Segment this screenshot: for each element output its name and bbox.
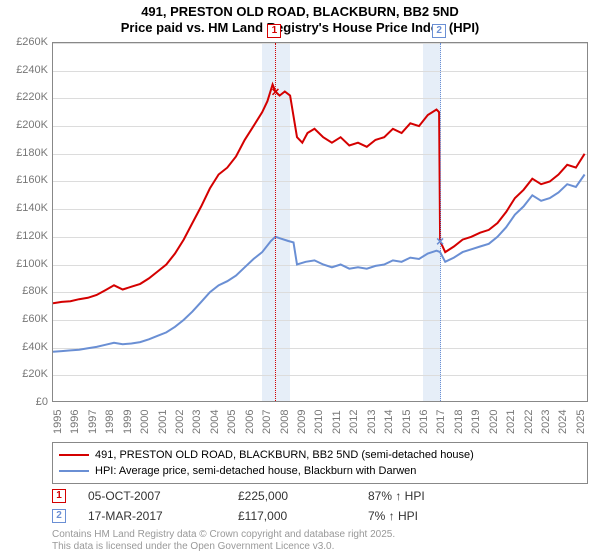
transaction-vline-1 [275, 43, 276, 401]
y-axis-label: £40K [22, 341, 48, 353]
x-axis-labels: 1995 1996 1997 1998 1999 2000 2001 2002 2003 2004… [52, 404, 588, 444]
legend-label-1: 491, PRESTON OLD ROAD, BLACKBURN, BB2 5N… [95, 449, 474, 461]
footer-attribution: Contains HM Land Registry data © Crown c… [52, 529, 588, 553]
transaction-marker-label-1: 1 [267, 24, 281, 38]
y-axis-label: £160K [16, 174, 48, 186]
x-axis-label: 2007 [261, 410, 273, 434]
transaction-price-1: £225,000 [238, 489, 368, 503]
y-axis-label: £140K [16, 202, 48, 214]
x-axis-label: 2022 [523, 410, 535, 434]
x-axis-label: 2019 [470, 410, 482, 434]
x-axis-label: 2020 [488, 410, 500, 434]
x-axis-label: 2004 [209, 410, 221, 434]
x-axis-label: 2014 [383, 410, 395, 434]
x-axis-label: 2000 [139, 410, 151, 434]
legend-swatch-1 [59, 454, 89, 456]
x-axis-label: 2025 [575, 410, 587, 434]
footer-line-2: This data is licensed under the Open Gov… [52, 541, 588, 553]
transaction-date-1: 05-OCT-2007 [88, 489, 238, 503]
legend-item-1: 491, PRESTON OLD ROAD, BLACKBURN, BB2 5N… [59, 447, 581, 463]
x-axis-label: 2017 [435, 410, 447, 434]
transaction-price-2: £117,000 [238, 509, 368, 523]
x-axis-label: 2005 [226, 410, 238, 434]
x-axis-label: 1998 [104, 410, 116, 434]
x-axis-label: 2018 [453, 410, 465, 434]
transaction-hpi-2: 7% ↑ HPI [368, 509, 488, 523]
chart-plot-area: ×× [52, 42, 588, 402]
x-axis-label: 2012 [348, 410, 360, 434]
chart-legend: 491, PRESTON OLD ROAD, BLACKBURN, BB2 5N… [52, 442, 588, 484]
y-axis-label: £200K [16, 119, 48, 131]
x-axis-label: 2024 [557, 410, 569, 434]
y-axis-label: £60K [22, 313, 48, 325]
chart-svg: ×× [53, 43, 588, 402]
title-area: 491, PRESTON OLD ROAD, BLACKBURN, BB2 5N… [0, 4, 600, 37]
x-axis-label: 2001 [157, 410, 169, 434]
transaction-marker-label-2: 2 [432, 24, 446, 38]
title-line-1: 491, PRESTON OLD ROAD, BLACKBURN, BB2 5N… [0, 4, 600, 20]
x-axis-label: 2002 [174, 410, 186, 434]
x-axis-label: 1996 [69, 410, 81, 434]
series-line-1 [53, 85, 585, 304]
x-axis-label: 1999 [122, 410, 134, 434]
x-axis-label: 2015 [401, 410, 413, 434]
transaction-vline-2 [440, 43, 441, 401]
transaction-row-1: 1 05-OCT-2007 £225,000 87% ↑ HPI [52, 486, 588, 506]
x-axis-label: 2008 [279, 410, 291, 434]
x-axis-label: 1995 [52, 410, 64, 434]
y-axis-label: £240K [16, 64, 48, 76]
transaction-idx-2: 2 [52, 509, 66, 523]
y-axis-label: £220K [16, 91, 48, 103]
transaction-hpi-1: 87% ↑ HPI [368, 489, 488, 503]
x-axis-label: 1997 [87, 410, 99, 434]
x-axis-label: 2003 [191, 410, 203, 434]
x-axis-label: 2016 [418, 410, 430, 434]
x-axis-label: 2010 [313, 410, 325, 434]
legend-label-2: HPI: Average price, semi-detached house,… [95, 465, 416, 477]
x-axis-label: 2009 [296, 410, 308, 434]
transaction-date-2: 17-MAR-2017 [88, 509, 238, 523]
chart-container: 491, PRESTON OLD ROAD, BLACKBURN, BB2 5N… [0, 0, 600, 560]
title-line-2: Price paid vs. HM Land Registry's House … [0, 20, 600, 36]
x-axis-label: 2006 [244, 410, 256, 434]
y-axis-label: £100K [16, 258, 48, 270]
footer-line-1: Contains HM Land Registry data © Crown c… [52, 529, 588, 541]
y-axis-label: £20K [22, 368, 48, 380]
transaction-row-2: 2 17-MAR-2017 £117,000 7% ↑ HPI [52, 506, 588, 526]
y-axis-label: £180K [16, 147, 48, 159]
y-axis-label: £120K [16, 230, 48, 242]
x-axis-label: 2011 [331, 410, 343, 434]
series-line-2 [53, 175, 585, 352]
x-axis-label: 2023 [540, 410, 552, 434]
legend-item-2: HPI: Average price, semi-detached house,… [59, 463, 581, 479]
y-axis-label: £260K [16, 36, 48, 48]
x-axis-label: 2021 [505, 410, 517, 434]
y-axis-label: £80K [22, 285, 48, 297]
y-axis-label: £0 [36, 396, 48, 408]
x-axis-label: 2013 [366, 410, 378, 434]
transaction-idx-1: 1 [52, 489, 66, 503]
transaction-table: 1 05-OCT-2007 £225,000 87% ↑ HPI 2 17-MA… [52, 486, 588, 526]
legend-swatch-2 [59, 470, 89, 472]
